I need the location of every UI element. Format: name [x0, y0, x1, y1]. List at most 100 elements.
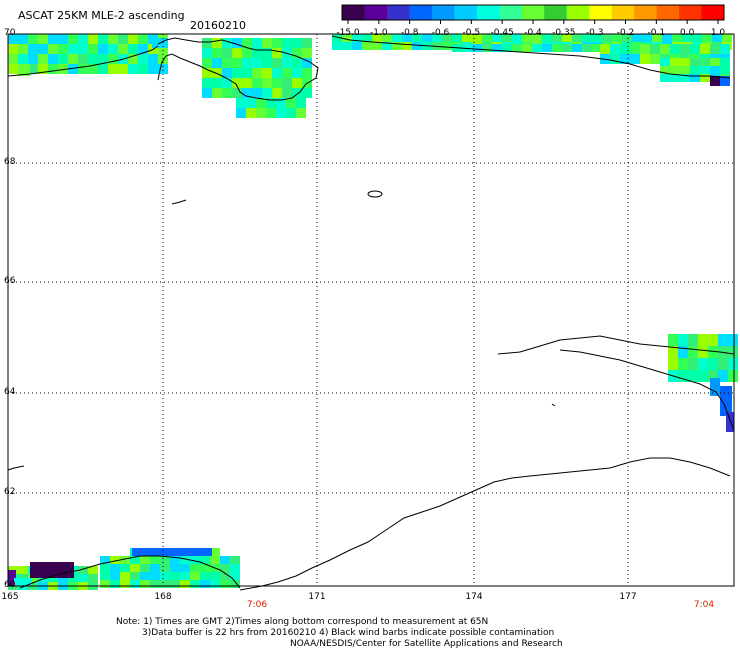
swath-cell	[202, 38, 212, 48]
swath-cell	[542, 44, 552, 52]
swath-cell	[660, 44, 670, 54]
swath-cell	[232, 78, 242, 88]
swath-cell	[610, 54, 620, 64]
swath-cell	[256, 98, 266, 108]
swath-cell	[282, 88, 292, 98]
swath-cell	[100, 580, 110, 588]
swath-cell	[98, 44, 108, 54]
swath-cell	[392, 34, 402, 42]
swath-cell	[652, 34, 662, 42]
swath-cell	[302, 48, 312, 58]
swath-cell	[28, 64, 38, 74]
colorbar-tick-label: 1.0	[710, 28, 726, 38]
swath-cell	[200, 572, 210, 580]
swath-cell	[622, 34, 632, 42]
swath-cell	[202, 48, 212, 58]
swath-cell	[120, 564, 130, 572]
swath-cell	[592, 44, 602, 52]
swath-cell	[678, 370, 688, 382]
swath-cell	[502, 34, 512, 42]
swath-cell	[710, 58, 720, 66]
lat-label: 66	[4, 276, 16, 286]
swath-cell	[202, 58, 212, 68]
colorbar-swatch	[611, 5, 635, 20]
swath-cell	[202, 68, 212, 78]
swath-cell	[718, 370, 728, 382]
swath-cell	[718, 358, 728, 370]
swath-cell	[38, 54, 48, 64]
swath-cell	[700, 74, 710, 82]
lon-label: 174	[465, 592, 483, 602]
note-line-2: 3)Data buffer is 22 hrs from 20160210 4)…	[142, 628, 555, 638]
swath-cell	[78, 54, 88, 64]
coastline-south	[239, 457, 731, 591]
swath-cell	[272, 58, 282, 68]
swath-cell	[246, 98, 256, 108]
swath-cell	[158, 64, 168, 74]
swath-cell	[702, 34, 712, 42]
swath-cell	[180, 572, 190, 580]
swath-cell	[200, 564, 210, 572]
swath-cell	[110, 572, 120, 580]
lon-label: 168	[154, 592, 172, 602]
colorbar-swatch	[544, 5, 568, 20]
swath-cell	[160, 556, 170, 564]
swath-cell	[640, 44, 650, 54]
swath-cell	[612, 34, 622, 42]
swath-cell	[262, 68, 272, 78]
swath-cell	[256, 108, 266, 118]
island-small	[171, 199, 187, 205]
swath-cell	[472, 44, 482, 52]
swath-cell	[236, 98, 246, 108]
swath-cell	[100, 572, 110, 580]
swath-cell	[14, 578, 32, 586]
swath-cell	[690, 44, 700, 54]
swath-cell	[678, 346, 688, 358]
swath-cell	[678, 334, 688, 346]
swath-cell	[236, 108, 246, 118]
colorbar-swatch	[409, 5, 433, 20]
swath-cell	[670, 74, 680, 82]
swath-cell	[242, 48, 252, 58]
swath-cell	[532, 34, 542, 42]
swath-cell	[670, 66, 680, 74]
data-swaths	[8, 34, 738, 590]
swath-cell	[668, 334, 678, 346]
colorbar-swatch	[386, 5, 410, 20]
swath-cell	[160, 564, 170, 572]
colorbar-swatch	[342, 5, 365, 20]
swath-cell	[272, 68, 282, 78]
colorbar-tick-label: -0.35	[552, 28, 576, 38]
swath-cell	[392, 42, 402, 50]
swath-cell	[170, 572, 180, 580]
swath-cell	[160, 580, 170, 588]
swath-cell	[88, 44, 98, 54]
swath-cell	[78, 64, 88, 74]
swath-cell	[68, 54, 78, 64]
swath-cell	[692, 34, 702, 42]
swath-cell	[180, 556, 190, 564]
swath-cell	[522, 44, 532, 52]
swath-cell	[222, 78, 232, 88]
note-line-3: NOAA/NESDIS/Center for Satellite Applica…	[290, 639, 563, 649]
swath-cell	[58, 54, 68, 64]
swath-cell	[286, 98, 296, 108]
swath-cell	[482, 44, 492, 52]
swath-cell	[8, 54, 18, 64]
swath-cell	[68, 44, 78, 54]
swath-cell	[690, 66, 700, 74]
swath-cell	[200, 580, 210, 588]
swath-cell	[130, 564, 140, 572]
swath-cell	[698, 370, 708, 382]
swath-cell	[242, 58, 252, 68]
swath-cell	[180, 580, 190, 588]
swath-cell	[108, 44, 118, 54]
swath-cell	[246, 108, 256, 118]
swath-cell	[712, 34, 722, 42]
colorbar-tick-label: -0.3	[585, 28, 604, 38]
swath-cell	[412, 42, 422, 50]
swath-cell	[472, 34, 482, 42]
swath-cell	[108, 34, 118, 44]
swath-cell	[210, 548, 220, 556]
swath-cell	[110, 556, 120, 564]
